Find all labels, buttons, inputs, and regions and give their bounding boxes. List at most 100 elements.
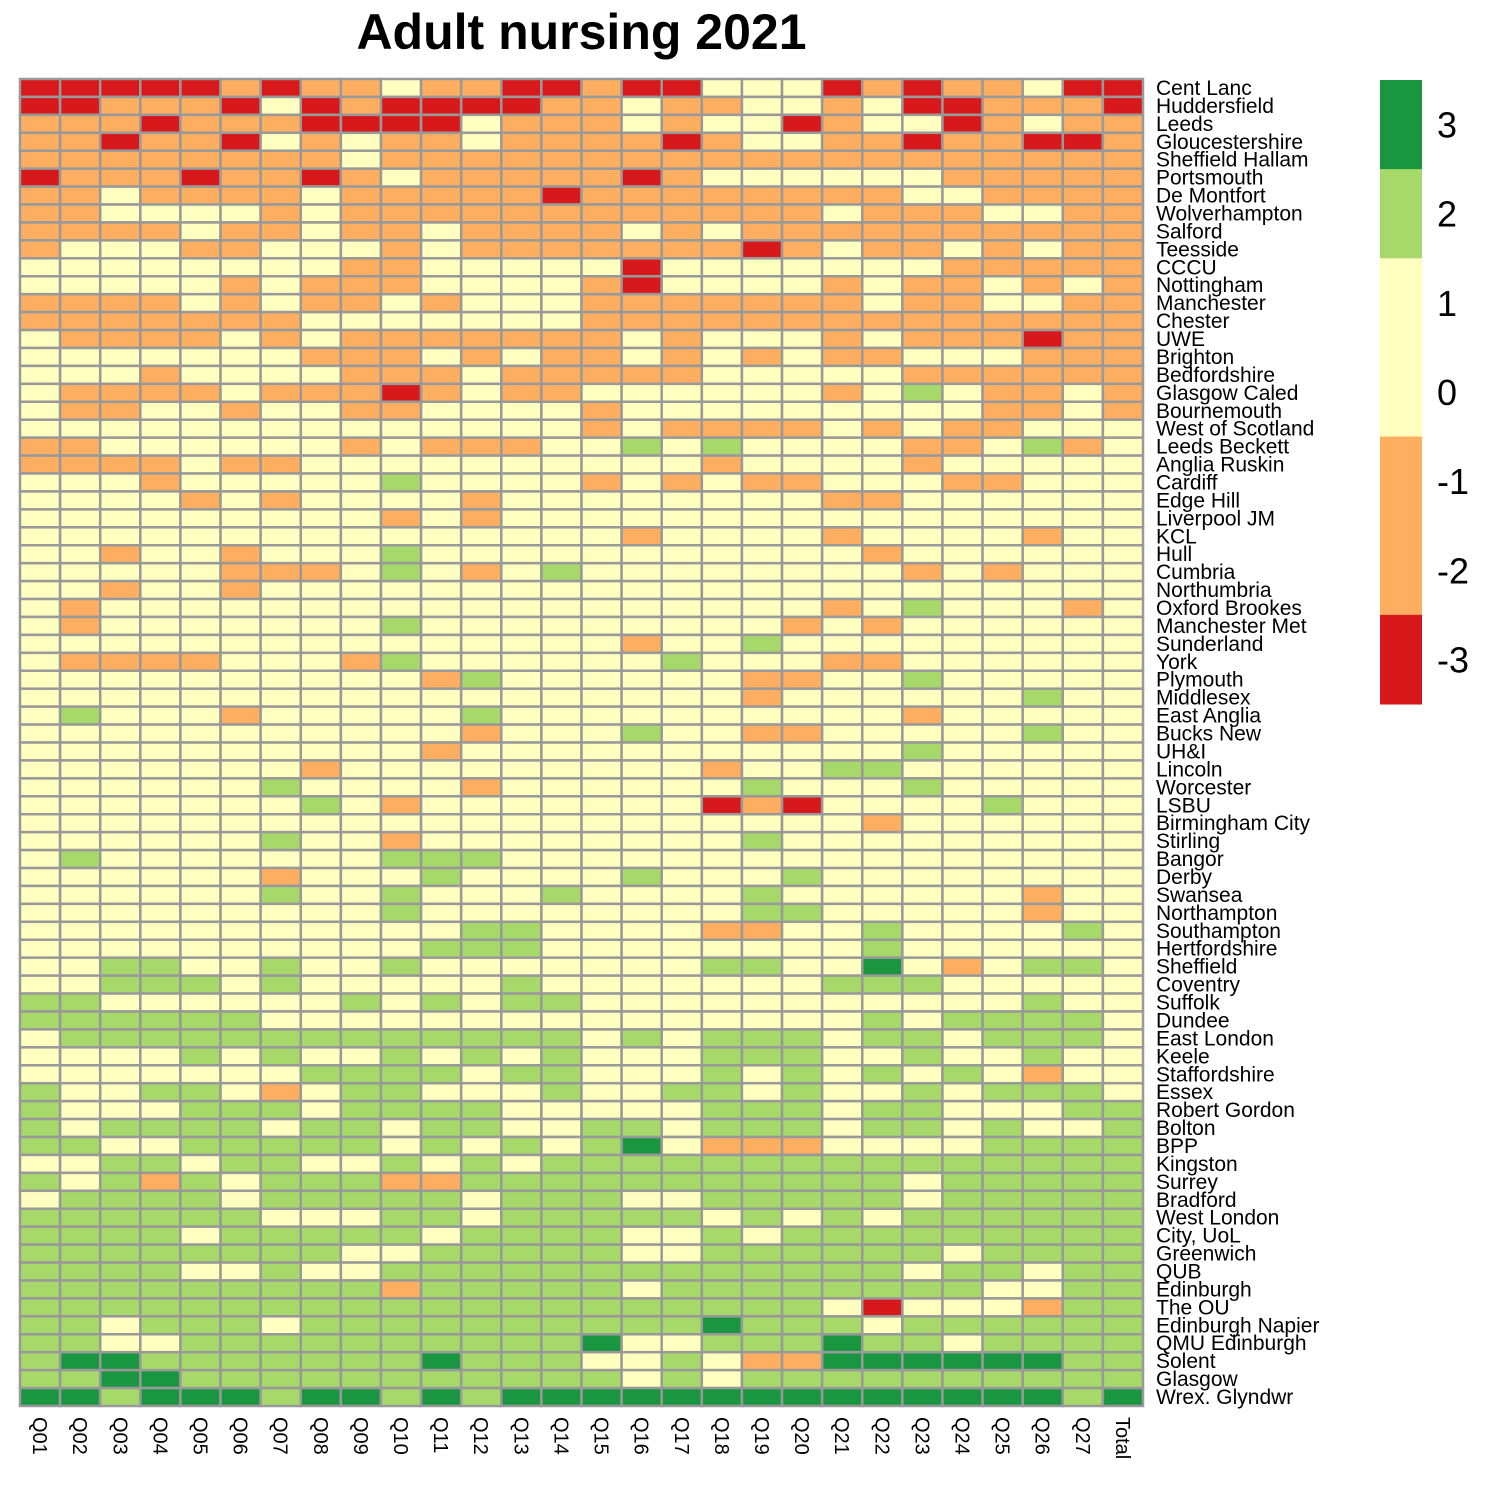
heatmap-cell [500,95,543,117]
heatmap-cell [981,454,1024,475]
heatmap-cell [219,1279,262,1300]
heatmap-cell [500,759,543,780]
heatmap-cell [339,95,383,117]
heatmap-cell [981,1081,1024,1103]
heatmap-cell [98,113,142,135]
heatmap-cell [901,543,944,565]
heatmap-cell [419,508,463,529]
heatmap-cell [660,795,704,816]
heatmap-cell [740,1028,784,1049]
heatmap-cell [981,705,1024,726]
row-label: Keele [1156,1045,1210,1068]
heatmap-cell [1101,239,1145,260]
heatmap-cell [981,615,1024,637]
heatmap-cell [941,418,984,439]
heatmap-cell [500,185,543,206]
heatmap-cell [820,1315,864,1336]
heatmap-cell [540,1297,583,1318]
heatmap-cell [339,1081,383,1103]
heatmap-cell [700,830,744,852]
heatmap-cell [981,185,1024,206]
heatmap-cell [1101,1279,1145,1300]
heatmap-cell [740,149,784,170]
heatmap-cell [259,687,303,708]
heatmap-cell [780,812,824,834]
heatmap-cell [740,77,784,99]
heatmap-cell [901,1046,944,1067]
heatmap-cell [179,1117,222,1139]
heatmap-cell [901,1028,944,1049]
heatmap-cell [941,669,984,690]
heatmap-cell [861,257,904,278]
heatmap-cell [219,884,262,906]
heatmap-cell [981,1368,1024,1390]
heatmap-cell [18,795,62,816]
heatmap-cell [259,1046,303,1067]
heatmap-cell [179,257,222,278]
heatmap-cell [820,113,864,135]
heatmap-cell [459,1261,503,1282]
heatmap-cell [700,741,744,762]
heatmap-cell [981,1189,1024,1210]
heatmap-cell [740,1189,784,1210]
heatmap-cell [941,812,984,834]
heatmap-cell [500,848,543,870]
heatmap-cell [459,974,503,995]
heatmap-cell [580,543,623,565]
heatmap-cell [941,615,984,637]
heatmap-cell [299,292,343,314]
heatmap-cell [1101,543,1145,565]
heatmap-cell [259,1010,303,1031]
heatmap-cell [540,992,583,1013]
heatmap-cell [299,974,343,995]
heatmap-cell [580,759,623,780]
heatmap-cell [139,848,182,870]
heatmap-cell [540,292,583,314]
row-label: Hertfordshire [1156,938,1277,961]
heatmap-cell [459,777,503,798]
heatmap-cell [1101,203,1145,224]
heatmap-cell [580,1368,623,1390]
heatmap-cell [540,95,583,117]
heatmap-cell [820,257,864,278]
heatmap-cell [219,1243,262,1264]
heatmap-cell [620,1225,663,1246]
heatmap-cell [139,705,182,726]
heatmap-cell [901,920,944,942]
heatmap-cell [901,221,944,242]
heatmap-cell [901,1333,944,1354]
heatmap-cell [219,167,262,188]
heatmap-cell [419,759,463,780]
heatmap-cell [419,777,463,798]
chart-title: Adult nursing 2021 [356,4,807,60]
heatmap-cell [941,400,984,421]
heatmap-cell [620,239,663,260]
heatmap-cell [1021,400,1065,421]
heatmap-cell [500,292,543,314]
heatmap-cell [339,1225,383,1246]
heatmap-cell [780,1297,824,1318]
heatmap-cell [620,956,663,977]
heatmap-cell [98,830,142,852]
heatmap-cell [941,759,984,780]
heatmap-cell [459,1350,503,1372]
heatmap-cell [500,1207,543,1228]
heatmap-cell [700,579,744,601]
heatmap-cell [1061,185,1105,206]
heatmap-cell [1061,561,1105,583]
heatmap-cell [1061,328,1105,350]
heatmap-cell [660,1333,704,1354]
heatmap-cell [18,77,62,99]
heatmap-cell [1021,992,1065,1013]
heatmap-cell [700,1207,744,1228]
heatmap-cell [299,346,343,368]
heatmap-cell [98,723,142,744]
heatmap-cell [901,472,944,493]
heatmap-cell [660,95,704,117]
row-label: Edinburgh Napier [1156,1314,1319,1337]
heatmap-cell [459,149,503,170]
heatmap-cell [419,1333,463,1354]
heatmap-cell [941,275,984,296]
heatmap-cell [981,902,1024,924]
heatmap-cell [580,1297,623,1318]
